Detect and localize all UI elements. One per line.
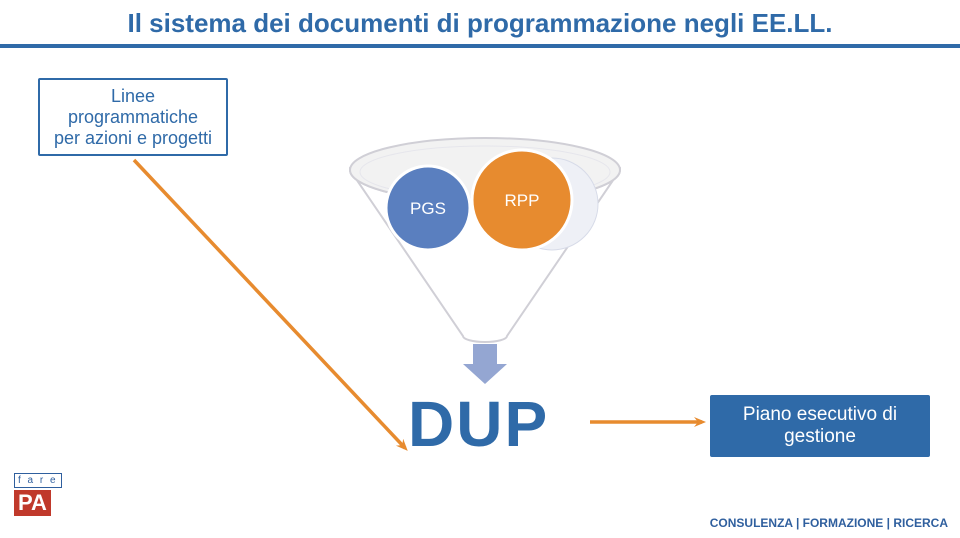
footer-text: CONSULENZA | FORMAZIONE | RICERCA xyxy=(710,516,948,530)
svg-text:PGS: PGS xyxy=(410,199,446,218)
title-text: Il sistema dei documenti di programmazio… xyxy=(127,8,832,38)
box-piano-label: Piano esecutivo di gestione xyxy=(743,404,897,448)
box-piano-esecutivo: Piano esecutivo di gestione xyxy=(710,395,930,457)
box-linee-programmatiche: Linee programmatiche per azioni e proget… xyxy=(38,78,228,156)
logo-top: f a r e xyxy=(14,473,62,488)
title-underline xyxy=(0,44,960,48)
page-title: Il sistema dei documenti di programmazio… xyxy=(0,8,960,39)
logo: f a r e PA xyxy=(14,473,62,516)
dup-label: DUP xyxy=(408,387,549,461)
logo-bottom: PA xyxy=(14,490,51,516)
svg-text:RPP: RPP xyxy=(505,191,540,210)
box-linee-label: Linee programmatiche per azioni e proget… xyxy=(54,86,212,149)
